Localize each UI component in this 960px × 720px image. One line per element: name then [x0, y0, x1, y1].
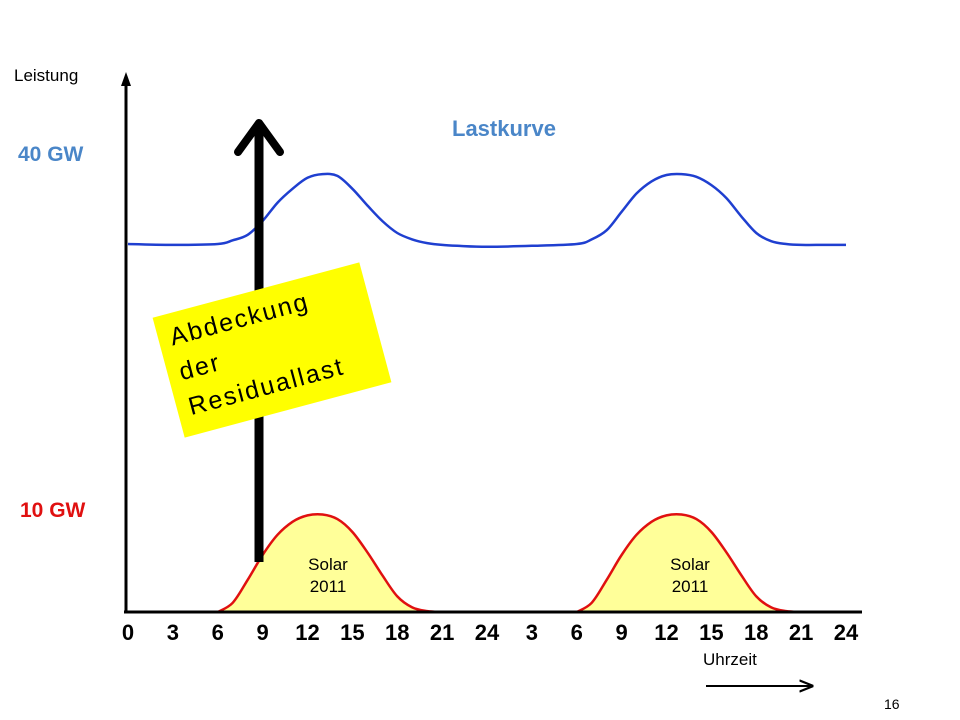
x-tick-label: 15 — [340, 620, 365, 645]
x-tick-label: 6 — [570, 620, 583, 645]
x-tick-label: 21 — [788, 620, 814, 645]
x-tick-label: 18 — [744, 620, 769, 645]
solar-area-label: Solar 2011 — [268, 554, 388, 598]
solar-label-year: 2011 — [671, 577, 709, 596]
x-tick-label: 24 — [833, 620, 859, 645]
load-curve-label: Lastkurve — [452, 116, 556, 141]
load-curve-layer — [127, 172, 846, 249]
x-axis-title: Uhrzeit — [703, 650, 757, 669]
x-tick-label: 12 — [654, 620, 679, 645]
solar-label-year: 2011 — [309, 577, 347, 596]
y-axis-arrowhead — [121, 72, 131, 86]
x-tick-label: 3 — [166, 620, 180, 645]
x-tick-label: 18 — [385, 620, 410, 645]
page-number: 16 — [884, 696, 900, 712]
x-tick-label: 6 — [211, 620, 224, 645]
x-tick-label: 3 — [525, 620, 539, 645]
y-marker-40gw: 40 GW — [18, 143, 84, 166]
solar-label-line: Solar — [670, 555, 710, 574]
solar-area-outline — [217, 512, 443, 614]
solar-area-label: Solar 2011 — [630, 554, 750, 598]
residual-load-arrowhead — [234, 119, 284, 156]
x-tick-label: 9 — [615, 620, 628, 645]
solar-area-outline — [576, 512, 802, 614]
y-marker-10gw: 10 GW — [20, 499, 86, 522]
x-tick-label: 15 — [699, 620, 724, 645]
solar-area-layer — [217, 512, 802, 614]
y-axis-title: Leistung — [14, 66, 79, 85]
load-curve-line — [127, 172, 846, 249]
x-tick-label: 21 — [429, 620, 455, 645]
x-tick-label: 9 — [256, 620, 269, 645]
x-tick-label: 12 — [295, 620, 320, 645]
solar-area-fill — [217, 514, 443, 612]
solar-area-fill — [576, 514, 802, 612]
x-tick-label: 0 — [121, 620, 135, 645]
solar-label-line: Solar — [308, 555, 348, 574]
x-tick-label: 24 — [474, 620, 500, 645]
